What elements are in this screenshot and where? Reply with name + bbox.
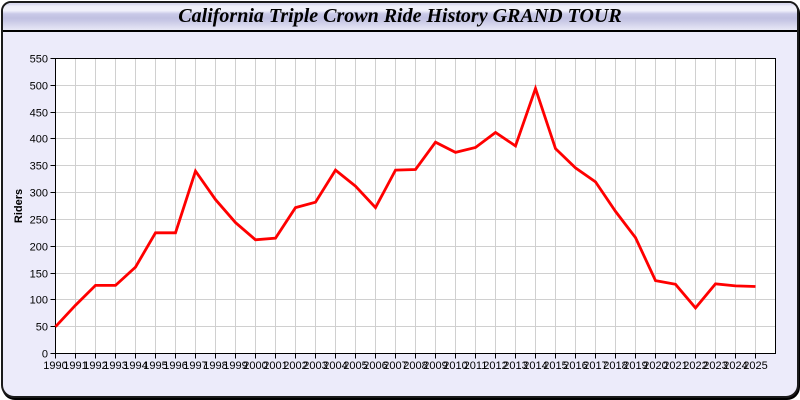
svg-text:2017: 2017 xyxy=(583,360,607,372)
svg-text:1992: 1992 xyxy=(83,360,107,372)
svg-text:2007: 2007 xyxy=(383,360,407,372)
svg-text:0: 0 xyxy=(42,349,48,361)
svg-text:550: 550 xyxy=(30,54,48,66)
svg-text:1996: 1996 xyxy=(163,360,187,372)
svg-text:1993: 1993 xyxy=(103,360,127,372)
svg-text:100: 100 xyxy=(30,295,48,307)
svg-text:2016: 2016 xyxy=(563,360,587,372)
svg-text:200: 200 xyxy=(30,242,48,254)
svg-text:2025: 2025 xyxy=(743,360,767,372)
svg-text:2012: 2012 xyxy=(483,360,507,372)
svg-text:2004: 2004 xyxy=(323,360,347,372)
svg-text:2018: 2018 xyxy=(603,360,627,372)
svg-text:1995: 1995 xyxy=(143,360,167,372)
svg-text:2021: 2021 xyxy=(663,360,687,372)
svg-text:350: 350 xyxy=(30,161,48,173)
svg-text:2014: 2014 xyxy=(523,360,547,372)
svg-text:50: 50 xyxy=(36,322,48,334)
svg-text:400: 400 xyxy=(30,134,48,146)
svg-text:2024: 2024 xyxy=(723,360,747,372)
svg-text:2002: 2002 xyxy=(283,360,307,372)
svg-text:2020: 2020 xyxy=(643,360,667,372)
svg-text:2011: 2011 xyxy=(464,360,488,372)
svg-text:250: 250 xyxy=(30,215,48,227)
svg-text:2019: 2019 xyxy=(623,360,647,372)
svg-text:150: 150 xyxy=(30,269,48,281)
svg-text:450: 450 xyxy=(30,108,48,120)
svg-text:1997: 1997 xyxy=(183,360,207,372)
svg-text:2006: 2006 xyxy=(363,360,387,372)
svg-text:2010: 2010 xyxy=(443,360,467,372)
svg-text:2022: 2022 xyxy=(683,360,707,372)
svg-text:2001: 2001 xyxy=(263,360,287,372)
svg-text:1999: 1999 xyxy=(223,360,247,372)
svg-text:2009: 2009 xyxy=(423,360,447,372)
svg-text:2013: 2013 xyxy=(503,360,527,372)
svg-text:1994: 1994 xyxy=(123,360,147,372)
svg-text:1990: 1990 xyxy=(43,360,67,372)
svg-text:1998: 1998 xyxy=(203,360,227,372)
svg-text:2005: 2005 xyxy=(343,360,367,372)
svg-text:Riders: Riders xyxy=(13,189,25,223)
svg-text:500: 500 xyxy=(30,81,48,93)
svg-text:1991: 1991 xyxy=(63,360,87,372)
svg-text:2000: 2000 xyxy=(243,360,267,372)
svg-text:2003: 2003 xyxy=(303,360,327,372)
svg-text:300: 300 xyxy=(30,188,48,200)
svg-text:2008: 2008 xyxy=(403,360,427,372)
svg-text:2015: 2015 xyxy=(543,360,567,372)
svg-text:2023: 2023 xyxy=(703,360,727,372)
